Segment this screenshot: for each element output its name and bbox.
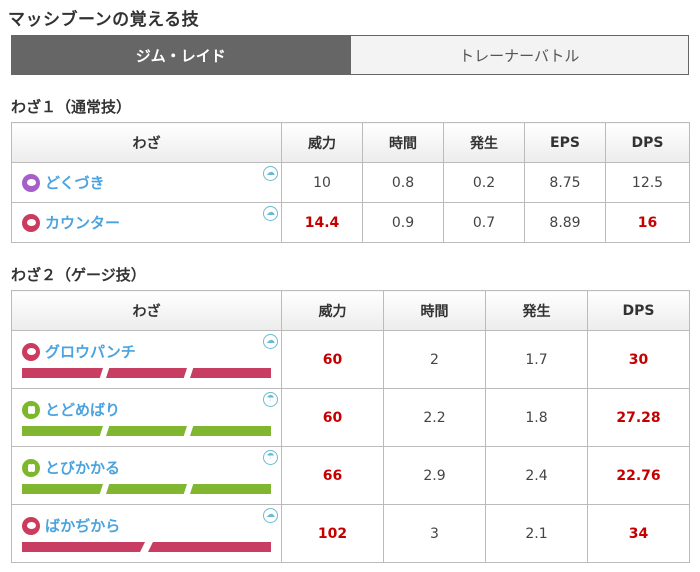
- energy-bars: [22, 368, 271, 378]
- charged-move-section-title: わざ２（ゲージ技）: [11, 266, 146, 284]
- dps-cell: 27.28: [587, 388, 690, 447]
- startup-cell: 0.2: [443, 162, 525, 203]
- page-title: マッシブーンの覚える技: [8, 10, 200, 30]
- header-dps: DPS: [587, 290, 690, 331]
- tab-gym-raid[interactable]: ジム・レイド: [12, 36, 350, 74]
- move-cell: どくづき ☁: [11, 162, 282, 203]
- startup-cell: 0.7: [443, 202, 525, 243]
- move-cell: カウンター ☁: [11, 202, 282, 243]
- power-cell: 14.4: [281, 202, 363, 243]
- grass-type-icon: [22, 400, 40, 419]
- dps-cell: 16: [605, 202, 690, 243]
- cloudy-icon: ☁: [263, 334, 278, 349]
- header-time: 時間: [383, 290, 486, 331]
- header-startup: 発生: [443, 122, 525, 163]
- energy-bars: [22, 426, 271, 436]
- mode-tabs: ジム・レイド トレーナーバトル: [11, 35, 689, 75]
- cloudy-icon: ☁: [263, 166, 278, 181]
- move-cell: とびかかる ☂: [11, 446, 282, 505]
- energy-bar-segment: [22, 368, 103, 378]
- header-dps: DPS: [605, 122, 690, 163]
- move-cell: ばかぢから ☁: [11, 504, 282, 563]
- startup-cell: 1.8: [485, 388, 588, 447]
- move-name-link[interactable]: ばかぢから: [45, 517, 121, 535]
- fast-move-section-title: わざ１（通常技）: [11, 98, 132, 116]
- header-power: 威力: [281, 290, 384, 331]
- energy-bar-segment: [190, 368, 271, 378]
- energy-bars: [22, 484, 271, 494]
- move-name-link[interactable]: グロウパンチ: [45, 343, 136, 361]
- grass-type-icon: [22, 458, 40, 477]
- eps-cell: 8.89: [524, 202, 606, 243]
- power-cell: 60: [281, 330, 384, 389]
- fast-move-table: わざ 威力 時間 発生 EPS DPS どくづき ☁ 10 0.8 0.2 8.75 12.…: [11, 122, 690, 243]
- energy-bar-segment: [22, 542, 145, 552]
- fighting-type-icon: [22, 516, 40, 535]
- sunny-icon: ☂: [263, 450, 278, 465]
- dps-cell: 34: [587, 504, 690, 563]
- energy-bars: [22, 542, 271, 552]
- time-cell: 2.2: [383, 388, 486, 447]
- energy-bar-segment: [22, 484, 103, 494]
- fighting-type-icon: [22, 213, 40, 232]
- eps-cell: 8.75: [524, 162, 606, 203]
- energy-bar-segment: [148, 542, 271, 552]
- power-cell: 10: [281, 162, 363, 203]
- power-cell: 66: [281, 446, 384, 505]
- energy-bar-segment: [22, 426, 103, 436]
- power-cell: 60: [281, 388, 384, 447]
- table-row: どくづき ☁ 10 0.8 0.2 8.75 12.5: [11, 162, 690, 203]
- time-cell: 3: [383, 504, 486, 563]
- energy-bar-segment: [106, 426, 187, 436]
- move-name-link[interactable]: とどめばり: [45, 401, 121, 419]
- header-move: わざ: [11, 122, 282, 163]
- power-cell: 102: [281, 504, 384, 563]
- startup-cell: 2.1: [485, 504, 588, 563]
- energy-bar-segment: [106, 484, 187, 494]
- energy-bar-segment: [190, 484, 271, 494]
- move-cell: グロウパンチ ☁: [11, 330, 282, 389]
- cloudy-icon: ☁: [263, 206, 278, 221]
- dps-cell: 12.5: [605, 162, 690, 203]
- header-startup: 発生: [485, 290, 588, 331]
- poison-type-icon: [22, 173, 40, 192]
- charged-move-table: わざ 威力 時間 発生 DPS グロウパンチ ☁ 60 2 1.7 30 とどめばり ☂ 60 2…: [11, 290, 690, 563]
- sunny-icon: ☂: [263, 392, 278, 407]
- table-row: グロウパンチ ☁ 60 2 1.7 30: [11, 330, 690, 389]
- header-eps: EPS: [524, 122, 606, 163]
- energy-bar-segment: [106, 368, 187, 378]
- header-power: 威力: [281, 122, 363, 163]
- time-cell: 0.8: [362, 162, 444, 203]
- tab-trainer-battle[interactable]: トレーナーバトル: [349, 36, 688, 74]
- fighting-type-icon: [22, 342, 40, 361]
- move-name-link[interactable]: どくづき: [45, 174, 105, 192]
- table-row: ばかぢから ☁ 102 3 2.1 34: [11, 504, 690, 563]
- dps-cell: 22.76: [587, 446, 690, 505]
- cloudy-icon: ☁: [263, 508, 278, 523]
- move-name-link[interactable]: カウンター: [45, 214, 121, 232]
- time-cell: 2: [383, 330, 486, 389]
- move-cell: とどめばり ☂: [11, 388, 282, 447]
- header-time: 時間: [362, 122, 444, 163]
- move-name-link[interactable]: とびかかる: [45, 459, 121, 477]
- startup-cell: 2.4: [485, 446, 588, 505]
- table-row: とどめばり ☂ 60 2.2 1.8 27.28: [11, 388, 690, 447]
- startup-cell: 1.7: [485, 330, 588, 389]
- header-move: わざ: [11, 290, 282, 331]
- table-row: カウンター ☁ 14.4 0.9 0.7 8.89 16: [11, 202, 690, 243]
- table-row: とびかかる ☂ 66 2.9 2.4 22.76: [11, 446, 690, 505]
- energy-bar-segment: [190, 426, 271, 436]
- time-cell: 2.9: [383, 446, 486, 505]
- time-cell: 0.9: [362, 202, 444, 243]
- dps-cell: 30: [587, 330, 690, 389]
